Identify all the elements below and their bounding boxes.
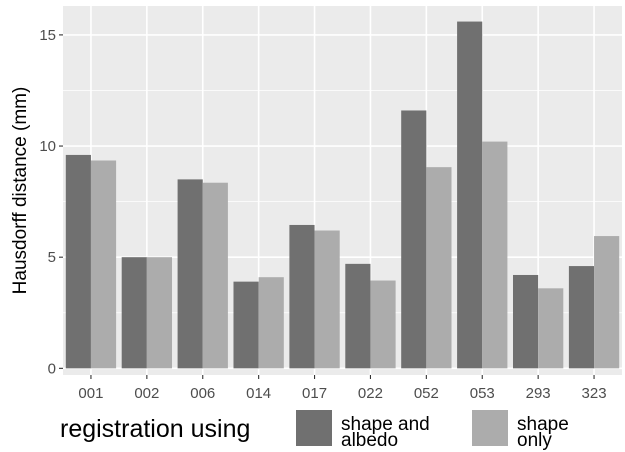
bar-017-shape-and-albedo <box>289 224 315 369</box>
bar-006-shape-and-albedo <box>177 179 203 369</box>
legend-label: albedo <box>341 430 398 451</box>
bar-022-shape-only <box>370 280 396 369</box>
x-tick-label: 052 <box>414 385 439 402</box>
legend-key-shape-only <box>472 410 508 446</box>
y-axis: 0 5 10 15 <box>39 27 63 377</box>
bar-293-shape-only <box>538 288 564 369</box>
x-tick-label: 001 <box>78 385 103 402</box>
x-tick-label: 006 <box>190 385 215 402</box>
y-tick-label: 10 <box>39 138 56 155</box>
bar-014-shape-only <box>258 277 284 369</box>
bar-053-shape-and-albedo <box>457 21 483 369</box>
y-tick-label: 5 <box>48 249 56 266</box>
legend-title: registration using <box>60 415 250 443</box>
x-tick-label: 053 <box>470 385 495 402</box>
x-tick-label: 323 <box>582 385 607 402</box>
bar-053-shape-only <box>482 141 508 369</box>
x-axis: 001 002 006 014 017 022 052 053 293 323 <box>78 375 607 402</box>
bar-323-shape-and-albedo <box>568 266 595 369</box>
bar-293-shape-and-albedo <box>512 274 539 369</box>
bar-022-shape-and-albedo <box>345 263 371 369</box>
bar-001-shape-only <box>90 160 117 369</box>
bar-323-shape-only <box>594 236 620 369</box>
bar-014-shape-and-albedo <box>233 281 259 369</box>
legend-label: shape <box>517 414 569 435</box>
legend-label: shape and <box>341 414 430 435</box>
bar-001-shape-and-albedo <box>65 154 91 369</box>
y-axis-title: Hausdorff distance (mm) <box>10 87 31 295</box>
bar-series <box>65 21 620 369</box>
legend-label: only <box>517 430 552 451</box>
x-tick-label: 017 <box>302 385 327 402</box>
bar-002-shape-and-albedo <box>121 257 147 369</box>
x-tick-label: 293 <box>526 385 551 402</box>
y-tick-label: 0 <box>48 360 56 377</box>
x-tick-label: 014 <box>246 385 271 402</box>
x-tick-label: 022 <box>358 385 383 402</box>
bar-002-shape-only <box>146 257 173 369</box>
legend-key-shape-and-albedo <box>296 410 332 446</box>
bar-006-shape-only <box>202 182 228 369</box>
bar-052-shape-and-albedo <box>401 110 427 369</box>
bar-017-shape-only <box>314 230 340 369</box>
y-tick-label: 15 <box>39 27 56 44</box>
x-tick-label: 002 <box>134 385 159 402</box>
bar-052-shape-only <box>426 167 452 369</box>
